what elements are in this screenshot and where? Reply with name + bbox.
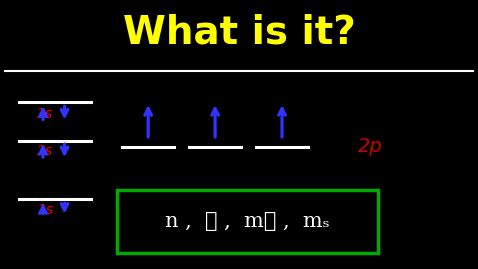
Text: 1s: 1s <box>37 203 54 217</box>
Bar <box>117 190 378 253</box>
Text: n ,  ℓ ,  mℓ ,  mₛ: n , ℓ , mℓ , mₛ <box>165 212 330 231</box>
Text: What is it?: What is it? <box>123 13 355 51</box>
Text: 2p: 2p <box>358 137 383 156</box>
Text: 3s: 3s <box>37 107 54 121</box>
Text: 2s: 2s <box>37 144 54 158</box>
